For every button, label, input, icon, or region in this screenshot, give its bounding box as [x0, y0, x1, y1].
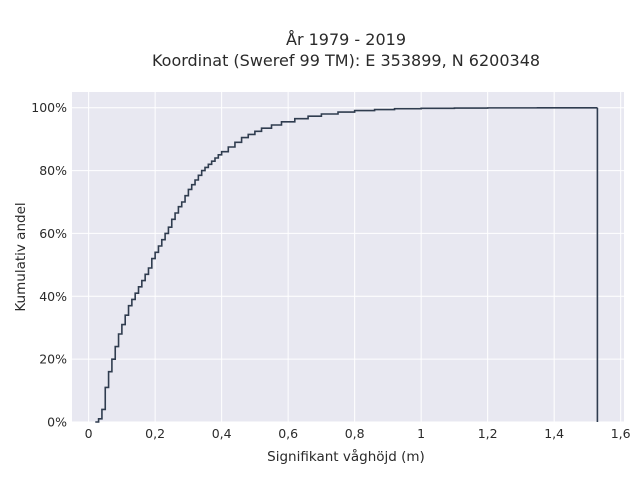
- y-tick-label: 20%: [39, 352, 67, 367]
- x-tick-label: 0: [85, 426, 93, 441]
- x-tick-label: 1,2: [478, 426, 498, 441]
- x-tick-label: 0,6: [278, 426, 298, 441]
- chart-title-line-2: Koordinat (Sweref 99 TM): E 353899, N 62…: [152, 51, 540, 70]
- x-axis-title: Signifikant våghöjd (m): [267, 448, 425, 465]
- x-tick-label: 1: [417, 426, 425, 441]
- y-tick-label: 100%: [31, 100, 67, 115]
- y-tick-label: 80%: [39, 163, 67, 178]
- x-tick-label: 1,6: [611, 426, 631, 441]
- y-tick-label: 60%: [39, 226, 67, 241]
- chart-title-line-1: År 1979 - 2019: [286, 30, 406, 49]
- plot-area: [72, 92, 624, 422]
- ecdf-step-line: [95, 106, 599, 423]
- x-tick-label: 0,4: [212, 426, 232, 441]
- y-axis-title: Kumulativ andel: [13, 202, 29, 311]
- x-tick-label: 0,2: [145, 426, 165, 441]
- x-axis-ticks: 0 0,2 0,4 0,6 0,8 1 1,2 1,4 1,6: [85, 426, 631, 441]
- x-tick-label: 1,4: [544, 426, 564, 441]
- y-axis-ticks: 0% 20% 40% 60% 80% 100%: [31, 100, 67, 429]
- y-tick-label: 0%: [47, 415, 67, 430]
- x-tick-label: 0,8: [345, 426, 365, 441]
- grid-lines: [72, 92, 624, 423]
- y-tick-label: 40%: [39, 289, 67, 304]
